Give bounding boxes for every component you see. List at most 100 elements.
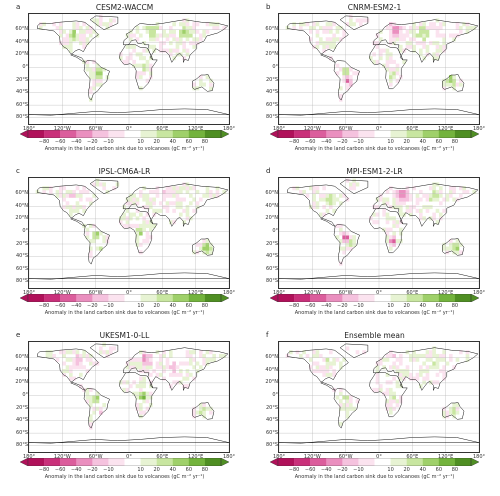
anomaly-cell <box>345 402 350 408</box>
colorbar-tick-label: −80 <box>288 467 300 473</box>
anomaly-cell <box>189 193 193 198</box>
anomaly-cell <box>129 56 133 61</box>
anomaly-cell <box>139 391 143 396</box>
anomaly-cell <box>352 406 356 411</box>
anomaly-cell <box>335 25 340 31</box>
anomaly-cell <box>152 37 156 42</box>
anomaly-cell <box>149 235 153 240</box>
anomaly-cell <box>179 37 183 42</box>
map-panel-b: b CNRM-ESM2-1 60°N 40°N 20°N 0° 20°S 40°S 60°S 80… <box>262 2 487 154</box>
colorbar-segment <box>28 130 45 138</box>
colorbar-segment <box>422 130 440 138</box>
anomaly-cell <box>62 369 66 374</box>
anomaly-cell <box>345 86 350 91</box>
colorbar-tick-label: 20 <box>153 467 160 473</box>
anomaly-cell <box>472 25 476 31</box>
anomaly-cell <box>132 212 136 217</box>
anomaly-cell <box>179 22 183 27</box>
anomaly-cell <box>172 29 176 34</box>
anomaly-cell <box>302 189 306 195</box>
colorbar-segment <box>438 458 456 466</box>
anomaly-cell <box>122 223 126 228</box>
colorbar-segment <box>92 458 109 466</box>
anomaly-cell <box>409 212 413 217</box>
anomaly-cell <box>339 67 343 72</box>
anomaly-cell <box>432 346 436 351</box>
anomaly-cell <box>182 33 186 38</box>
anomaly-cell <box>85 399 90 404</box>
anomaly-cell <box>145 353 150 359</box>
anomaly-cell <box>385 357 390 362</box>
anomaly-cell <box>202 238 206 244</box>
anomaly-cell <box>155 208 160 213</box>
anomaly-cell <box>372 220 376 225</box>
anomaly-cell <box>162 193 166 198</box>
anomaly-cell <box>455 406 460 411</box>
colorbar-tick-label: 80 <box>451 139 459 145</box>
coastline <box>369 43 408 90</box>
anomaly-cell <box>389 246 393 251</box>
colorbar-tick-label: 20 <box>403 139 410 145</box>
lat-label: 60°N <box>15 190 28 197</box>
anomaly-cell <box>179 41 183 46</box>
anomaly-cell <box>185 384 190 389</box>
anomaly-cell <box>112 186 116 191</box>
anomaly-cell <box>132 33 136 38</box>
anomaly-cell <box>349 399 353 404</box>
colorbar-segment <box>454 130 472 138</box>
lat-label: 60°N <box>265 190 278 197</box>
anomaly-cell <box>182 44 186 49</box>
anomaly-cell <box>465 29 470 34</box>
anomaly-cell <box>442 406 446 411</box>
anomaly-cell <box>142 369 146 374</box>
anomaly-cell <box>165 48 170 53</box>
anomaly-cell <box>325 25 330 31</box>
anomaly-cell <box>319 193 323 198</box>
anomaly-cell <box>425 369 430 374</box>
anomaly-cell <box>195 29 200 34</box>
anomaly-cell <box>72 376 76 381</box>
lon-label: 0° <box>376 290 382 296</box>
anomaly-cell <box>349 246 353 251</box>
coastline <box>37 348 99 391</box>
anomaly-cell <box>149 365 153 370</box>
anomaly-cell <box>395 384 400 389</box>
anomaly-cell <box>82 41 86 46</box>
anomaly-cell <box>465 350 470 355</box>
colorbar-segment <box>310 458 327 466</box>
lon-label: 180° <box>272 290 286 296</box>
anomaly-cell <box>425 197 430 202</box>
anomaly-cell <box>109 18 113 23</box>
anomaly-cell <box>339 399 343 404</box>
anomaly-cell <box>335 71 340 76</box>
anomaly-cell <box>122 212 126 217</box>
anomaly-cell <box>199 82 203 87</box>
anomaly-cell <box>435 44 440 49</box>
anomaly-cell <box>452 365 456 370</box>
anomaly-cell <box>425 48 430 53</box>
anomaly-cell <box>345 406 350 411</box>
anomaly-cell <box>185 182 190 187</box>
anomaly-cell <box>399 48 403 53</box>
anomaly-cell <box>409 376 413 381</box>
anomaly-cell <box>82 205 86 210</box>
anomaly-cell <box>159 365 163 370</box>
anomaly-cell <box>162 29 166 34</box>
anomaly-cell <box>99 350 103 355</box>
anomaly-cell <box>442 376 446 381</box>
anomaly-cell <box>385 387 390 392</box>
anomaly-cell <box>452 86 456 91</box>
anomaly-cell <box>322 212 326 217</box>
anomaly-cell <box>412 37 416 42</box>
anomaly-cell <box>95 395 100 400</box>
anomaly-cell <box>99 82 103 87</box>
anomaly-cell <box>409 372 413 377</box>
anomaly-cell <box>102 182 106 187</box>
lat-label: 20°N <box>15 51 28 58</box>
anomaly-cell <box>62 353 66 359</box>
anomaly-cell <box>455 197 460 202</box>
anomaly-cell <box>422 376 426 381</box>
anomaly-cell <box>395 238 400 244</box>
colorbar-tick-label: −40 <box>320 303 332 309</box>
anomaly-cell <box>322 372 326 377</box>
